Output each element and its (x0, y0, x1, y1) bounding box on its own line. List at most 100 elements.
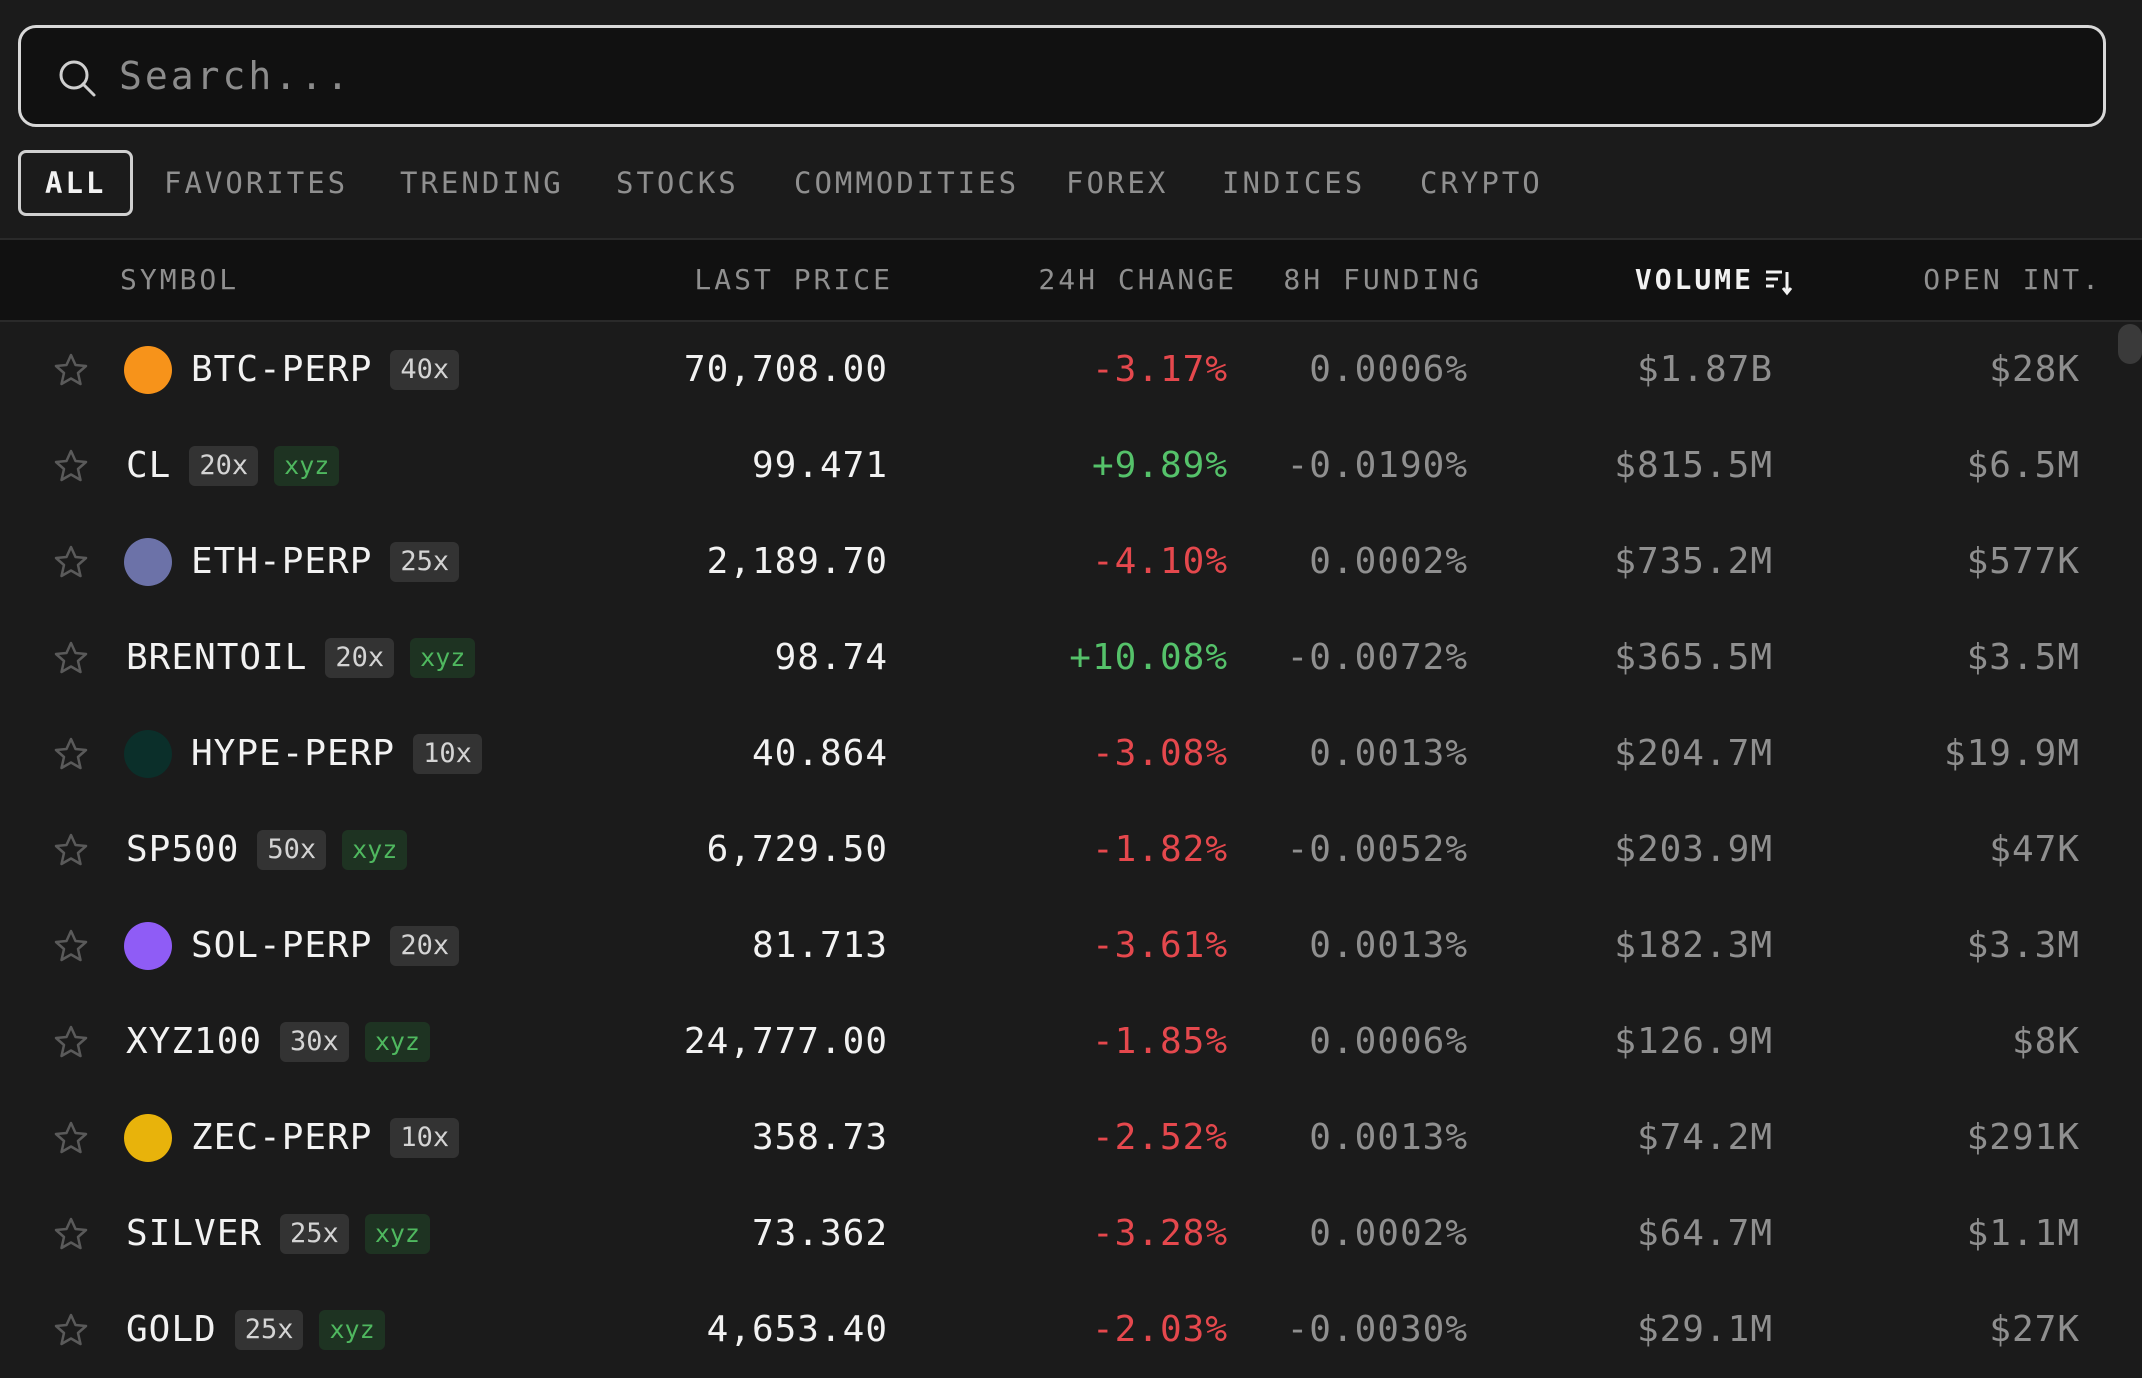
column-header[interactable]: VOLUME (1634, 263, 1754, 296)
favorite-star[interactable] (53, 1216, 89, 1252)
funding-8h: 0.0013% (1309, 733, 1468, 774)
tab[interactable]: TRENDING (400, 166, 564, 200)
sort-icon[interactable] (1764, 266, 1794, 296)
volume: $74.2M (1636, 1117, 1773, 1158)
funding-8h: 0.0006% (1309, 1021, 1468, 1062)
volume: $204.7M (1614, 733, 1773, 774)
volume: $29.1M (1636, 1309, 1773, 1350)
open-interest: $19.9M (1943, 733, 2080, 774)
symbol: GOLD (126, 1309, 217, 1350)
tab[interactable]: STOCKS (616, 166, 739, 200)
symbol: ZEC-PERP (191, 1117, 373, 1158)
favorite-star[interactable] (53, 640, 89, 676)
last-price: 6,729.50 (706, 829, 888, 870)
search-placeholder: Search... (119, 54, 352, 98)
favorite-star[interactable] (53, 448, 89, 484)
symbol: SP500 (126, 829, 240, 870)
tag-badge: xyz (410, 638, 476, 678)
tag-badge: xyz (364, 1214, 430, 1254)
last-price: 70,708.00 (683, 349, 888, 390)
tab[interactable]: FAVORITES (164, 166, 349, 200)
open-interest: $1.1M (1966, 1213, 2080, 1254)
change-24h: +9.89% (1091, 445, 1228, 486)
funding-8h: -0.0052% (1286, 829, 1468, 870)
scrollbar (2118, 324, 2142, 364)
favorite-star[interactable] (53, 1120, 89, 1156)
open-interest: $577K (1966, 541, 2080, 582)
leverage-badge: 25x (234, 1310, 304, 1350)
column-header[interactable]: OPEN INT. (1923, 263, 2102, 296)
funding-8h: 0.0002% (1309, 1213, 1468, 1254)
volume: $365.5M (1614, 637, 1773, 678)
tab[interactable]: COMMODITIES (794, 166, 1020, 200)
coin-icon (124, 1114, 172, 1162)
tab[interactable]: ALL (18, 150, 134, 216)
change-24h: -1.85% (1091, 1021, 1228, 1062)
open-interest: $47K (1989, 829, 2080, 870)
funding-8h: -0.0072% (1286, 637, 1468, 678)
open-interest: $28K (1989, 349, 2080, 390)
column-header[interactable]: SYMBOL (120, 263, 240, 296)
leverage-badge: 20x (189, 446, 259, 486)
leverage-badge: 10x (390, 1118, 460, 1158)
coin-icon (124, 538, 172, 586)
symbol: SOL-PERP (191, 925, 373, 966)
column-header[interactable]: 8H FUNDING (1283, 263, 1482, 296)
volume: $203.9M (1614, 829, 1773, 870)
last-price: 358.73 (751, 1117, 888, 1158)
open-interest: $3.3M (1966, 925, 2080, 966)
favorite-star[interactable] (53, 1024, 89, 1060)
change-24h: -3.17% (1091, 349, 1228, 390)
coin-icon (124, 730, 172, 778)
volume: $182.3M (1614, 925, 1773, 966)
favorite-star[interactable] (53, 832, 89, 868)
search-box[interactable]: Search... (18, 25, 2106, 127)
last-price: 40.864 (751, 733, 888, 774)
symbol: ETH-PERP (191, 541, 373, 582)
coin-icon (124, 346, 172, 394)
tab[interactable]: INDICES (1222, 166, 1366, 200)
tag-badge: xyz (319, 1310, 385, 1350)
leverage-badge: 25x (390, 542, 460, 582)
funding-8h: -0.0030% (1286, 1309, 1468, 1350)
leverage-badge: 40x (390, 350, 460, 390)
open-interest: $27K (1989, 1309, 2080, 1350)
volume: $735.2M (1614, 541, 1773, 582)
last-price: 99.471 (751, 445, 888, 486)
leverage-badge: 20x (390, 926, 460, 966)
leverage-badge: 20x (325, 638, 395, 678)
last-price: 24,777.00 (683, 1021, 888, 1062)
symbol: BTC-PERP (191, 349, 373, 390)
favorite-star[interactable] (53, 352, 89, 388)
coin-icon (124, 922, 172, 970)
volume: $1.87B (1636, 349, 1773, 390)
symbol: CL (126, 445, 172, 486)
change-24h: +10.08% (1069, 637, 1228, 678)
table-header: SYMBOL LAST PRICE 24H CHANGE 8H FUNDING VOLU… (0, 238, 2142, 322)
leverage-badge: 30x (280, 1022, 349, 1062)
favorite-star[interactable] (53, 736, 89, 772)
leverage-badge: 25x (280, 1214, 349, 1254)
change-24h: -2.52% (1091, 1117, 1228, 1158)
funding-8h: 0.0006% (1309, 349, 1468, 390)
open-interest: $291K (1966, 1117, 2080, 1158)
page: Search... SYMBOL LAST PRICE 24H CHANGE 8H F… (0, 25, 2142, 1350)
symbol: SILVER (126, 1213, 263, 1254)
volume: $64.7M (1636, 1213, 1773, 1254)
symbol: XYZ100 (126, 1021, 263, 1062)
change-24h: -3.28% (1091, 1213, 1228, 1254)
favorite-star[interactable] (53, 1312, 89, 1348)
column-header[interactable]: 24H CHANGE (1038, 263, 1237, 296)
tag-badge: xyz (274, 446, 340, 486)
tab[interactable]: CRYPTO (1420, 166, 1543, 200)
symbol: BRENTOIL (126, 637, 308, 678)
open-interest: $6.5M (1966, 445, 2080, 486)
leverage-badge: 50x (257, 830, 327, 870)
leverage-badge: 10x (413, 734, 482, 774)
favorite-star[interactable] (53, 544, 89, 580)
favorite-star[interactable] (53, 928, 89, 964)
tab[interactable]: FOREX (1066, 166, 1169, 200)
column-header[interactable]: LAST PRICE (694, 263, 893, 296)
last-price: 73.362 (751, 1213, 888, 1254)
change-24h: -3.61% (1091, 925, 1228, 966)
